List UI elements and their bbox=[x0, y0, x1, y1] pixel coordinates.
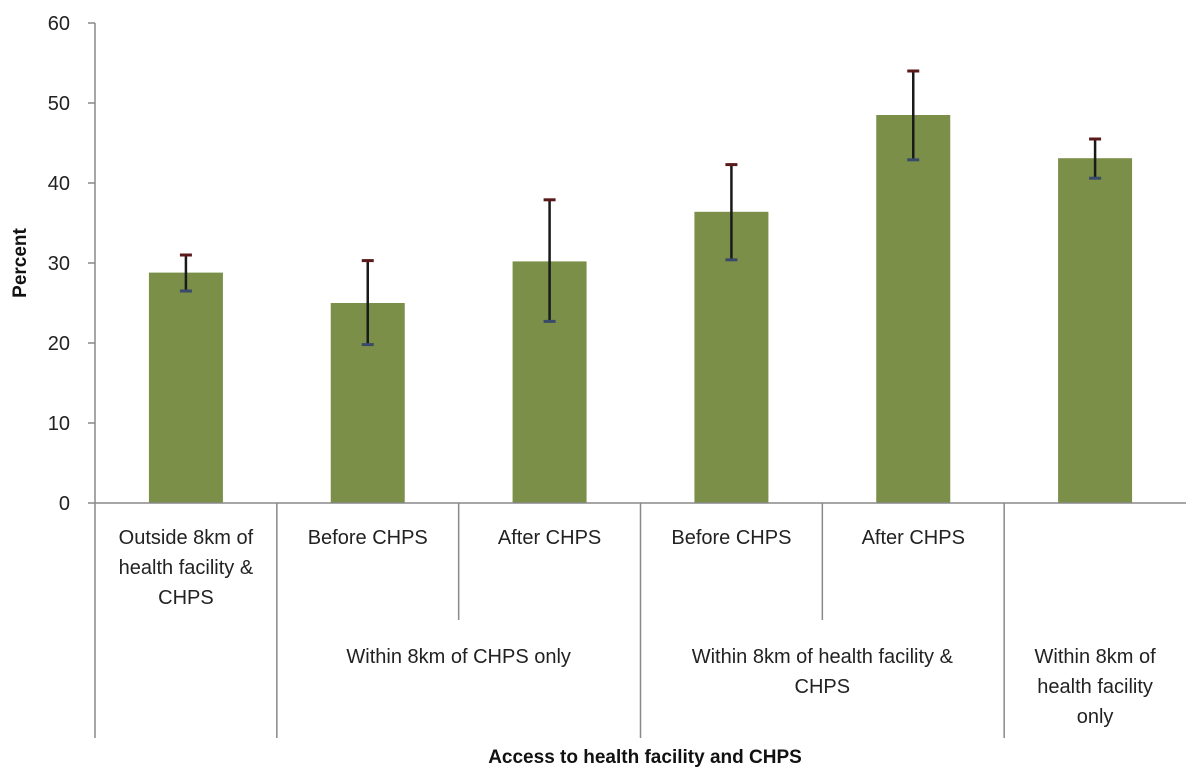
y-axis-ticks: 0 10 20 30 40 50 60 bbox=[48, 13, 95, 515]
x-category-label: CHPS bbox=[158, 587, 214, 609]
x-group-label: Within 8km of bbox=[1035, 646, 1157, 668]
y-tick-label: 30 bbox=[48, 253, 70, 275]
x-category-label: health facility & bbox=[119, 557, 254, 579]
x-group-label: Within 8km of CHPS only bbox=[346, 646, 571, 668]
y-tick-label: 10 bbox=[48, 413, 70, 435]
bar bbox=[1058, 158, 1133, 503]
x-group-label: CHPS bbox=[795, 676, 851, 698]
x-group-label: Within 8km of health facility & bbox=[692, 646, 954, 668]
error-bars bbox=[179, 69, 1102, 347]
y-tick-label: 60 bbox=[48, 13, 70, 35]
x-axis-labels: Outside 8km of health facility & CHPS Befor… bbox=[94, 503, 1157, 738]
bar bbox=[876, 115, 951, 503]
bars bbox=[148, 115, 1133, 504]
y-tick-label: 50 bbox=[48, 93, 70, 115]
x-axis-title: Access to health facility and CHPS bbox=[488, 747, 802, 768]
x-category-label: After CHPS bbox=[498, 527, 601, 549]
x-category-label: After CHPS bbox=[862, 527, 965, 549]
axes bbox=[94, 23, 1186, 504]
x-category-label: Before CHPS bbox=[671, 527, 791, 549]
y-tick-label: 40 bbox=[48, 173, 70, 195]
x-group-label: only bbox=[1077, 706, 1114, 728]
bar bbox=[148, 272, 223, 503]
x-category-label: Before CHPS bbox=[308, 527, 428, 549]
x-group-label: health facility bbox=[1037, 676, 1153, 698]
x-category-label: Outside 8km of bbox=[119, 527, 254, 549]
y-axis-title: Percent bbox=[10, 227, 31, 297]
y-tick-label: 20 bbox=[48, 333, 70, 355]
y-tick-label: 0 bbox=[59, 493, 70, 515]
